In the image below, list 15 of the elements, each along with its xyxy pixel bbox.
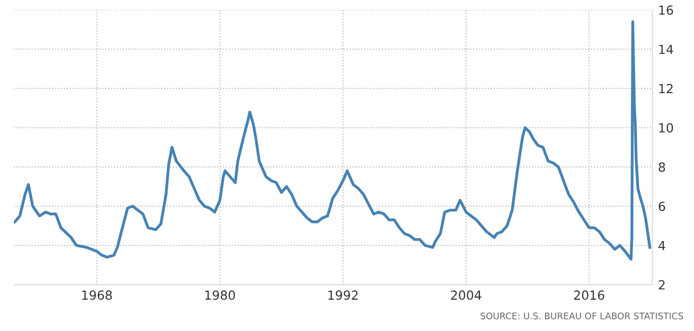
y-tick-label: 10	[659, 123, 673, 133]
x-tick-label: 2016	[574, 290, 604, 300]
y-tick-label: 8	[658, 162, 666, 172]
y-tick-label: 2	[658, 280, 665, 290]
y-tick-label: 6	[658, 202, 666, 212]
y-tick-label: 12	[659, 84, 673, 94]
source-note: SOURCE: U.S. BUREAU OF LABOR STATISTICS	[480, 312, 684, 320]
x-tick-label: 1992	[328, 290, 358, 300]
y-tick-label: 14	[659, 44, 674, 54]
y-tick-label: 16	[659, 5, 674, 15]
x-tick-label: 1968	[82, 290, 112, 300]
x-tick-label: 2004	[451, 290, 482, 300]
x-tick-label: 1980	[205, 290, 235, 300]
y-tick-label: 4	[658, 241, 666, 250]
line-series	[14, 20, 652, 261]
